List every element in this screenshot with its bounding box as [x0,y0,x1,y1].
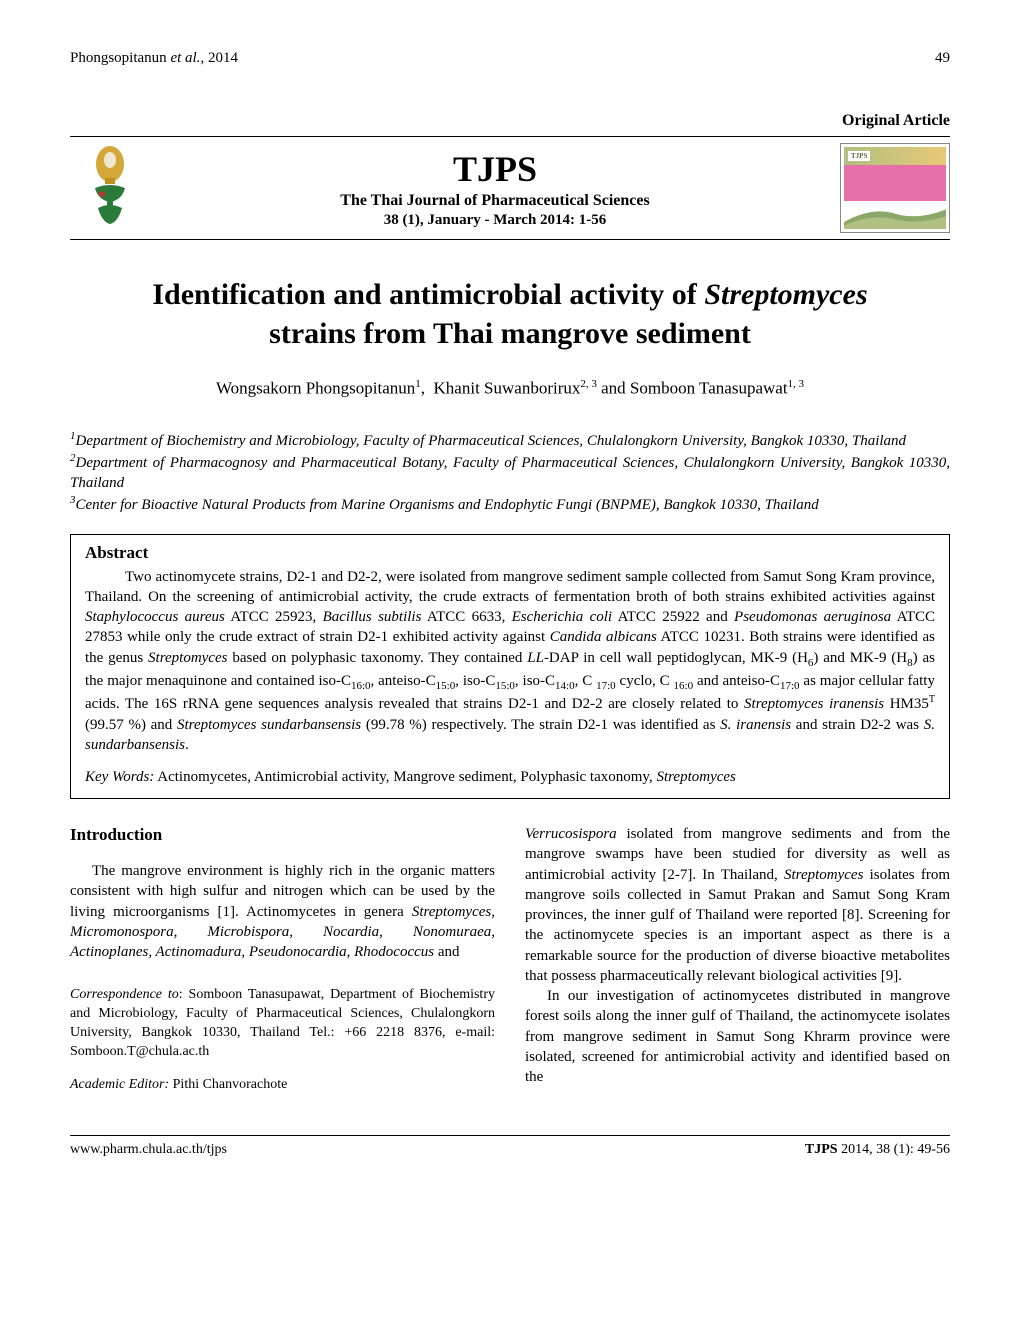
journal-logo-icon [70,143,150,233]
affiliation-2: Department of Pharmacognosy and Pharmace… [70,455,950,491]
journal-title-block: TJPS The Thai Journal of Pharmaceutical … [150,148,840,229]
intro-para-left: The mangrove environment is highly rich … [70,861,495,962]
keywords-label: Key Words: [85,769,154,785]
editor-name: Pithi Chanvorachote [169,1077,287,1092]
affiliation-1: Department of Biochemistry and Microbiol… [76,433,907,449]
journal-cover-thumbnail: TJPS [840,143,950,233]
introduction-section: Introduction The mangrove environment is… [70,824,950,1095]
cover-pink-band [844,165,946,201]
article-title: Identification and antimicrobial activit… [70,275,950,353]
author-1: Wongsakorn Phongsopitanun [216,379,415,398]
page-footer: www.pharm.chula.ac.th/tjps TJPS 2014, 38… [70,1135,950,1158]
cover-top-strip: TJPS [844,147,946,165]
cover-label: TJPS [848,151,870,161]
journal-abbrev: TJPS [150,148,840,190]
header-etal: et al. [170,50,200,66]
footer-citation-text: 2014, 38 (1): 49-56 [838,1142,950,1157]
header-author: Phongsopitanun [70,50,167,66]
intro-para-right-1: Verrucosispora isolated from mangrove se… [525,824,950,986]
running-header: Phongsopitanun et al., 2014 49 [70,50,950,67]
affiliations: 1Department of Biochemistry and Microbio… [70,429,950,516]
keywords: Key Words: Actinomycetes, Antimicrobial … [85,769,935,786]
author-2: Khanit Suwanborirux [434,379,581,398]
journal-banner: TJPS The Thai Journal of Pharmaceutical … [70,136,950,240]
title-line2: strains from Thai mangrove sediment [269,317,751,350]
footer-citation: TJPS 2014, 38 (1): 49-56 [805,1142,950,1158]
abstract-text: Two actinomycete strains, D2-1 and D2-2,… [85,567,935,755]
footer-url: www.pharm.chula.ac.th/tjps [70,1142,227,1158]
correspondence-block: Correspondence to: Somboon Tanasupawat, … [70,986,495,1062]
header-comma: , [200,50,208,66]
author-3-sup: 1, 3 [788,378,805,390]
intro-column-right: Verrucosispora isolated from mangrove se… [525,824,950,1095]
keywords-text: Actinomycetes, Antimicrobial activity, M… [157,769,656,785]
article-type-label: Original Article [70,112,950,130]
author-3: Somboon Tanasupawat [630,379,788,398]
journal-issue: 38 (1), January - March 2014: 1-56 [150,212,840,229]
author-2-sup: 2, 3 [580,378,597,390]
intro-heading: Introduction [70,824,495,847]
abstract-box: Abstract Two actinomycete strains, D2-1 … [70,534,950,799]
author-1-sup: 1 [415,378,421,390]
author-list: Wongsakorn Phongsopitanun1, Khanit Suwan… [70,378,950,399]
journal-fullname: The Thai Journal of Pharmaceutical Scien… [150,192,840,210]
header-author-year: Phongsopitanun et al., 2014 [70,50,238,67]
footer-journal: TJPS [805,1142,838,1157]
title-species: Streptomyces [704,278,867,311]
editor-label: Academic Editor: [70,1077,169,1092]
header-page-number: 49 [935,50,950,67]
title-pre: Identification and antimicrobial activit… [152,278,704,311]
keywords-species: Streptomyces [656,769,735,785]
affiliation-3: Center for Bioactive Natural Products fr… [76,497,819,513]
correspondence-label: Correspondence to [70,987,179,1002]
intro-column-left: Introduction The mangrove environment is… [70,824,495,1095]
academic-editor: Academic Editor: Pithi Chanvorachote [70,1076,495,1095]
cover-waves-icon [844,201,946,229]
header-year: 2014 [208,50,238,66]
intro-para-right-2: In our investigation of actinomycetes di… [525,986,950,1087]
abstract-heading: Abstract [85,543,935,563]
